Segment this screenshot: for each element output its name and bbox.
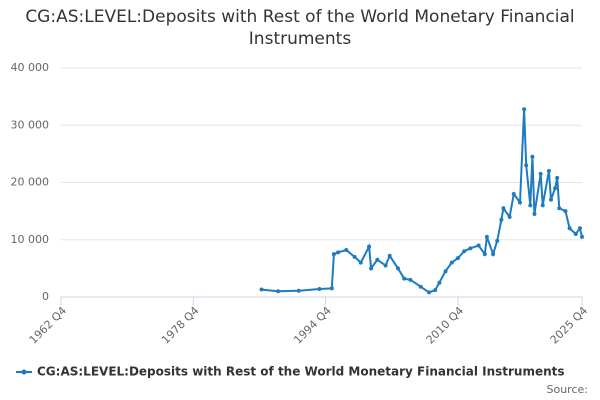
data-point — [449, 260, 454, 265]
data-point — [383, 263, 388, 268]
data-point — [577, 226, 582, 231]
data-point — [580, 234, 584, 239]
data-point — [402, 276, 407, 281]
data-point — [532, 211, 537, 216]
data-point — [573, 232, 578, 237]
data-point — [358, 260, 363, 265]
data-point — [462, 249, 467, 254]
data-point — [437, 280, 442, 285]
data-point — [352, 254, 357, 259]
data-point — [418, 284, 423, 289]
data-point — [507, 214, 512, 219]
data-point — [548, 197, 553, 202]
x-tick-label: 1994 Q4 — [291, 304, 334, 347]
data-point — [331, 252, 336, 257]
y-tick-label: 10 000 — [11, 233, 50, 246]
data-point — [491, 252, 496, 257]
data-point — [387, 253, 392, 258]
data-point — [511, 191, 516, 196]
data-point — [522, 107, 527, 112]
legend-label: CG:AS:LEVEL:Deposits with Rest of the Wo… — [37, 365, 565, 379]
data-point — [259, 287, 264, 292]
data-point — [553, 186, 558, 191]
data-point — [540, 203, 545, 208]
data-point — [563, 209, 568, 214]
data-point — [317, 286, 322, 291]
data-point — [344, 248, 349, 253]
data-point — [408, 277, 413, 282]
data-point — [528, 203, 533, 208]
data-point — [455, 256, 460, 261]
data-point — [395, 266, 400, 271]
data-point — [546, 169, 551, 174]
chart-title: CG:AS:LEVEL:Deposits with Rest of the Wo… — [25, 7, 575, 49]
y-tick-label: 0 — [42, 290, 49, 303]
y-tick-label: 20 000 — [11, 176, 50, 189]
data-point — [517, 200, 522, 205]
x-tick-label: 1962 Q4 — [27, 304, 70, 347]
y-tick-label: 40 000 — [11, 61, 50, 74]
x-tick-label: 2010 Q4 — [424, 304, 467, 347]
data-point — [499, 217, 504, 222]
data-point — [567, 226, 572, 231]
data-point — [433, 288, 438, 293]
data-point — [530, 154, 535, 159]
data-point — [367, 244, 372, 249]
data-point — [369, 266, 374, 271]
data-point — [557, 206, 562, 211]
data-point — [476, 243, 481, 248]
data-point — [296, 288, 301, 293]
data-point — [555, 175, 560, 180]
x-tick-label: 1978 Q4 — [159, 304, 202, 347]
data-point — [336, 250, 341, 255]
data-point — [524, 163, 529, 168]
data-point — [501, 206, 506, 211]
data-point — [468, 246, 473, 251]
y-tick-label: 30 000 — [11, 118, 50, 131]
data-point — [495, 238, 500, 243]
source: Source: — [547, 383, 589, 396]
series-line — [261, 109, 583, 294]
data-point — [538, 171, 543, 176]
data-point — [329, 286, 334, 291]
legend-marker — [21, 369, 27, 375]
data-point — [482, 252, 487, 257]
x-tick-label: 2025 Q4 — [548, 304, 591, 347]
data-point — [276, 289, 281, 294]
data-point — [427, 290, 432, 295]
data-point — [443, 269, 448, 274]
data-point — [375, 257, 380, 262]
data-point — [484, 234, 489, 239]
